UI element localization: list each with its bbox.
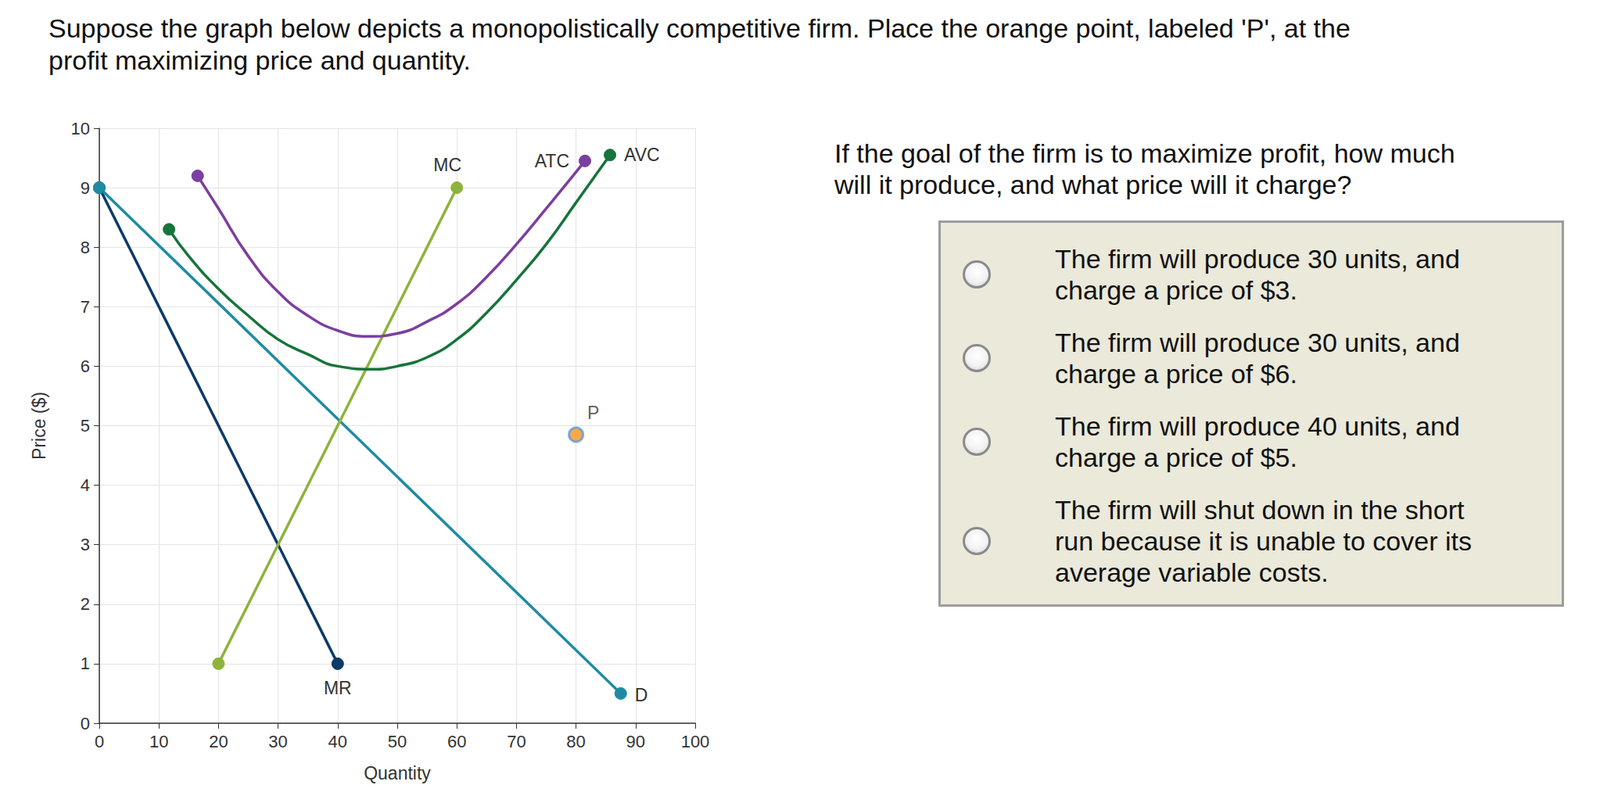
svg-text:4: 4 xyxy=(80,475,90,496)
svg-text:D: D xyxy=(634,685,649,706)
svg-text:20: 20 xyxy=(208,731,228,752)
html-text:charge a price of $6.: charge a price of $6. xyxy=(1054,358,1298,389)
svg-text:50: 50 xyxy=(387,731,407,752)
svg-text:MC: MC xyxy=(433,154,462,176)
svg-text:MR: MR xyxy=(323,678,352,699)
svg-text:0: 0 xyxy=(94,731,105,752)
svg-text:60: 60 xyxy=(447,731,467,752)
svg-text:1: 1 xyxy=(80,653,90,674)
svg-text:5: 5 xyxy=(80,416,90,436)
html-text:run because it is unable to co: run because it is unable to cover its xyxy=(1054,526,1472,557)
svg-text:6: 6 xyxy=(80,356,90,377)
svg-text:Price ($): Price ($) xyxy=(28,391,50,460)
svg-text:40: 40 xyxy=(328,731,348,752)
svg-text:0: 0 xyxy=(80,713,90,734)
svg-text:70: 70 xyxy=(506,731,526,752)
svg-text:80: 80 xyxy=(566,731,585,752)
html-text:The firm will produce 30 units: The firm will produce 30 units, and xyxy=(1054,243,1460,274)
svg-text:P: P xyxy=(587,402,600,424)
svg-text:10: 10 xyxy=(149,731,169,752)
svg-text:2: 2 xyxy=(80,594,90,614)
html-text:average variable costs.: average variable costs. xyxy=(1054,557,1329,588)
svg-text:AVC: AVC xyxy=(624,144,661,166)
svg-text:8: 8 xyxy=(80,237,90,258)
svg-text:3: 3 xyxy=(80,534,90,555)
html-text:The firm will shut down in the: The firm will shut down in the short xyxy=(1054,495,1465,525)
html-text:will it produce, and what pric: will it produce, and what price will it … xyxy=(834,169,1352,200)
html-text:Suppose the graph below depict: Suppose the graph below depicts a monopo… xyxy=(48,13,1351,44)
svg-text:30: 30 xyxy=(268,731,287,752)
html-text:profit maximizing price and qu: profit maximizing price and quantity. xyxy=(48,45,471,76)
svg-text:9: 9 xyxy=(80,178,90,198)
html-text:The firm will produce 30 units: The firm will produce 30 units, and xyxy=(1054,327,1460,358)
html-text:charge a price of $5.: charge a price of $5. xyxy=(1054,442,1298,473)
svg-text:90: 90 xyxy=(626,731,646,752)
html-text:The firm will produce 40 units: The firm will produce 40 units, and xyxy=(1054,411,1460,442)
svg-text:10: 10 xyxy=(71,118,90,139)
svg-text:ATC: ATC xyxy=(534,150,570,172)
svg-text:Quantity: Quantity xyxy=(363,763,431,784)
svg-text:100: 100 xyxy=(681,731,711,752)
svg-text:7: 7 xyxy=(80,297,90,317)
html-text:If the goal of the firm is to: If the goal of the firm is to maximize p… xyxy=(834,138,1456,169)
html-text:charge a price of $3.: charge a price of $3. xyxy=(1054,275,1298,305)
